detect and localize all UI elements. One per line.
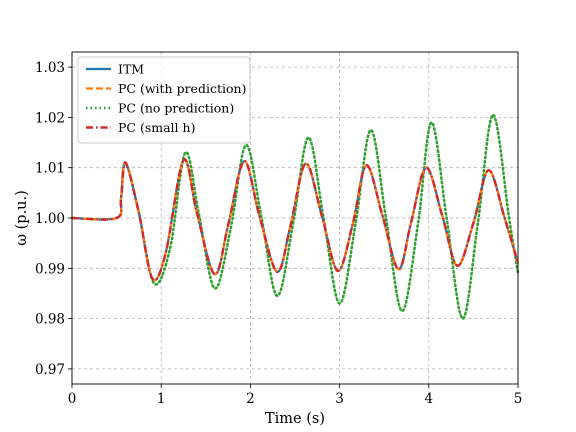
y-tick-label: 1.03 — [35, 60, 65, 76]
x-tick-label: 5 — [514, 391, 523, 407]
y-axis: 0.97 0.98 0.99 1.00 1.01 1.02 1.03 — [35, 60, 72, 378]
x-tick-label: 3 — [335, 391, 344, 407]
x-axis: 0 1 2 3 4 5 — [68, 384, 523, 407]
x-tick-label: 1 — [157, 391, 166, 407]
legend-entry: PC (no prediction) — [118, 101, 234, 116]
y-tick-label: 0.99 — [35, 261, 65, 277]
y-tick-label: 1.01 — [35, 161, 65, 177]
y-tick-label: 1.00 — [35, 211, 65, 227]
legend-entry: ITM — [118, 62, 144, 77]
legend: ITM PC (with prediction) PC (no prediction… — [77, 56, 251, 144]
x-tick-label: 2 — [246, 391, 255, 407]
series-line-3 — [71, 158, 520, 282]
x-axis-label: Time (s) — [265, 411, 325, 427]
x-tick-label: 0 — [68, 391, 77, 407]
series-line-2 — [70, 113, 520, 320]
y-tick-label: 0.98 — [35, 312, 65, 328]
y-tick-label: 0.97 — [35, 362, 65, 378]
legend-box — [77, 56, 251, 144]
y-axis-label: ω (p.u.) — [14, 190, 30, 246]
legend-entry: PC (small h) — [118, 120, 195, 135]
plot-lines — [70, 113, 520, 320]
x-tick-label: 4 — [425, 391, 434, 407]
y-tick-label: 1.02 — [35, 110, 65, 126]
legend-entry: PC (with prediction) — [118, 81, 246, 96]
